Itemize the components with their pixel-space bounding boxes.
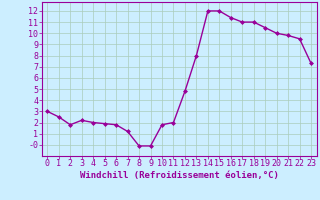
X-axis label: Windchill (Refroidissement éolien,°C): Windchill (Refroidissement éolien,°C) — [80, 171, 279, 180]
